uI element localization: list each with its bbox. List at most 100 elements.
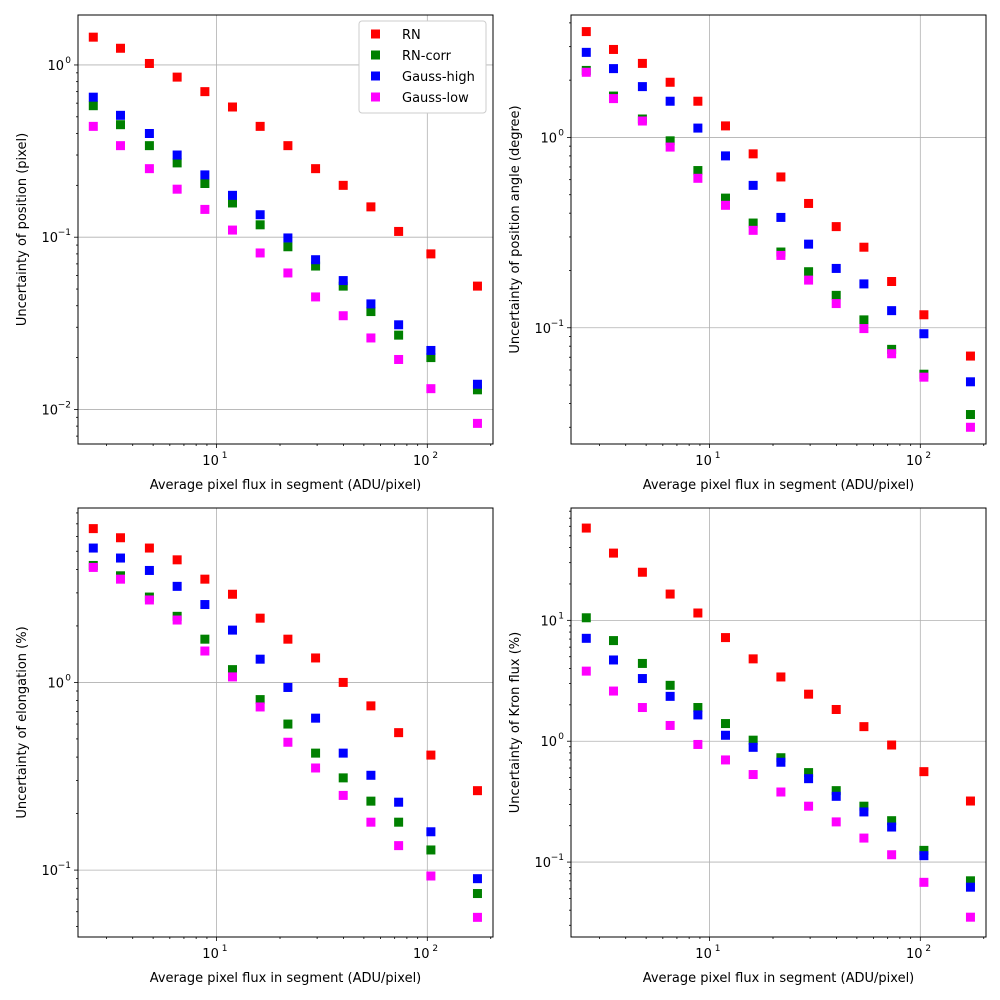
y-tick-label: 10 xyxy=(47,59,64,74)
marker-gauss-low xyxy=(472,912,482,922)
marker-gauss-high xyxy=(720,730,730,740)
marker-gauss-low xyxy=(608,94,618,104)
marker-gauss-low xyxy=(200,646,210,656)
marker-gauss-low xyxy=(776,787,786,797)
y-tick-label: 10 xyxy=(47,676,64,691)
x-tick-exponent: 1 xyxy=(222,451,228,461)
marker-rn-corr xyxy=(366,307,376,317)
x-axis-label: Average pixel flux in segment (ADU/pixel… xyxy=(150,478,422,493)
marker-gauss-low xyxy=(720,200,730,210)
marker-gauss-high xyxy=(255,210,265,220)
marker-rn xyxy=(748,149,758,159)
y-axis-label: Uncertainty of elongation (%) xyxy=(15,626,30,818)
x-tick-exponent: 2 xyxy=(925,451,931,461)
marker-gauss-low xyxy=(665,142,675,152)
marker-gauss-high xyxy=(88,92,98,102)
marker-gauss-low xyxy=(172,615,182,625)
marker-gauss-high xyxy=(693,710,703,720)
marker-rn xyxy=(665,77,675,87)
y-tick-label: 10 xyxy=(534,856,551,871)
marker-gauss-low xyxy=(665,720,675,730)
marker-gauss-low xyxy=(748,225,758,235)
x-tick-label: 10 xyxy=(413,454,430,469)
marker-gauss-low xyxy=(144,164,154,174)
marker-gauss-high xyxy=(227,625,237,635)
marker-gauss-low xyxy=(115,574,125,584)
marker-rn xyxy=(426,750,436,760)
marker-gauss-high xyxy=(200,600,210,610)
marker-gauss-high xyxy=(227,190,237,200)
marker-rn-corr xyxy=(608,636,618,646)
x-tick-label: 10 xyxy=(202,947,219,962)
marker-rn-corr xyxy=(115,120,125,130)
marker-rn-corr xyxy=(887,816,897,826)
marker-rn xyxy=(581,523,591,533)
marker-gauss-low xyxy=(693,173,703,183)
marker-rn xyxy=(831,222,841,232)
marker-rn-corr xyxy=(581,613,591,623)
marker-rn xyxy=(311,653,321,663)
axes-frame xyxy=(77,14,494,445)
marker-rn xyxy=(88,524,98,534)
marker-rn xyxy=(338,677,348,687)
marker-gauss-high xyxy=(748,180,758,190)
marker-gauss-low xyxy=(88,121,98,131)
marker-gauss-high xyxy=(665,691,675,701)
x-tick-exponent: 2 xyxy=(432,451,438,461)
marker-rn xyxy=(887,277,897,287)
marker-rn xyxy=(859,722,869,732)
marker-rn xyxy=(637,567,647,577)
marker-gauss-high xyxy=(748,742,758,752)
marker-gauss-low xyxy=(366,333,376,343)
marker-rn-corr xyxy=(693,166,703,176)
marker-rn xyxy=(311,164,321,174)
marker-rn xyxy=(283,634,293,644)
marker-gauss-high xyxy=(338,276,348,286)
marker-rn xyxy=(472,786,482,796)
marker-rn-corr xyxy=(665,136,675,146)
marker-rn xyxy=(472,281,482,291)
marker-gauss-low xyxy=(255,702,265,712)
marker-gauss-low xyxy=(227,672,237,682)
marker-rn-corr xyxy=(859,801,869,811)
marker-gauss-low xyxy=(748,770,758,780)
marker-gauss-low xyxy=(831,299,841,309)
marker-gauss-high xyxy=(311,713,321,723)
x-tick-exponent: 1 xyxy=(715,944,721,954)
marker-gauss-high xyxy=(88,543,98,553)
marker-gauss-high xyxy=(919,329,929,339)
marker-gauss-high xyxy=(426,827,436,837)
x-tick-exponent: 1 xyxy=(715,451,721,461)
marker-rn-corr xyxy=(965,876,975,886)
legend-box xyxy=(358,20,487,114)
legend-label: RN-corr xyxy=(402,49,452,64)
marker-gauss-high xyxy=(144,565,154,575)
marker-gauss-high xyxy=(366,299,376,309)
marker-gauss-low xyxy=(255,248,265,258)
legend-swatch-gauss-high xyxy=(371,71,380,81)
marker-rn-corr xyxy=(338,281,348,291)
marker-gauss-high xyxy=(608,64,618,74)
marker-gauss-low xyxy=(637,703,647,713)
legend-swatch-rn-corr xyxy=(371,50,380,60)
marker-gauss-low xyxy=(965,912,975,922)
marker-gauss-low xyxy=(172,184,182,194)
marker-rn-corr xyxy=(283,719,293,729)
marker-rn-corr xyxy=(227,198,237,208)
marker-gauss-high xyxy=(283,682,293,692)
marker-rn-corr xyxy=(919,845,929,855)
marker-rn xyxy=(665,589,675,599)
y-tick-exponent: −1 xyxy=(551,319,564,329)
marker-rn-corr xyxy=(200,179,210,189)
marker-gauss-high xyxy=(115,553,125,563)
marker-gauss-high xyxy=(887,306,897,316)
marker-rn-corr xyxy=(255,695,265,705)
marker-gauss-low xyxy=(859,833,869,843)
marker-gauss-low xyxy=(394,354,404,364)
marker-rn xyxy=(804,689,814,699)
marker-gauss-low xyxy=(804,275,814,285)
marker-rn-corr xyxy=(720,193,730,203)
marker-gauss-low xyxy=(887,850,897,860)
marker-gauss-high xyxy=(172,581,182,591)
